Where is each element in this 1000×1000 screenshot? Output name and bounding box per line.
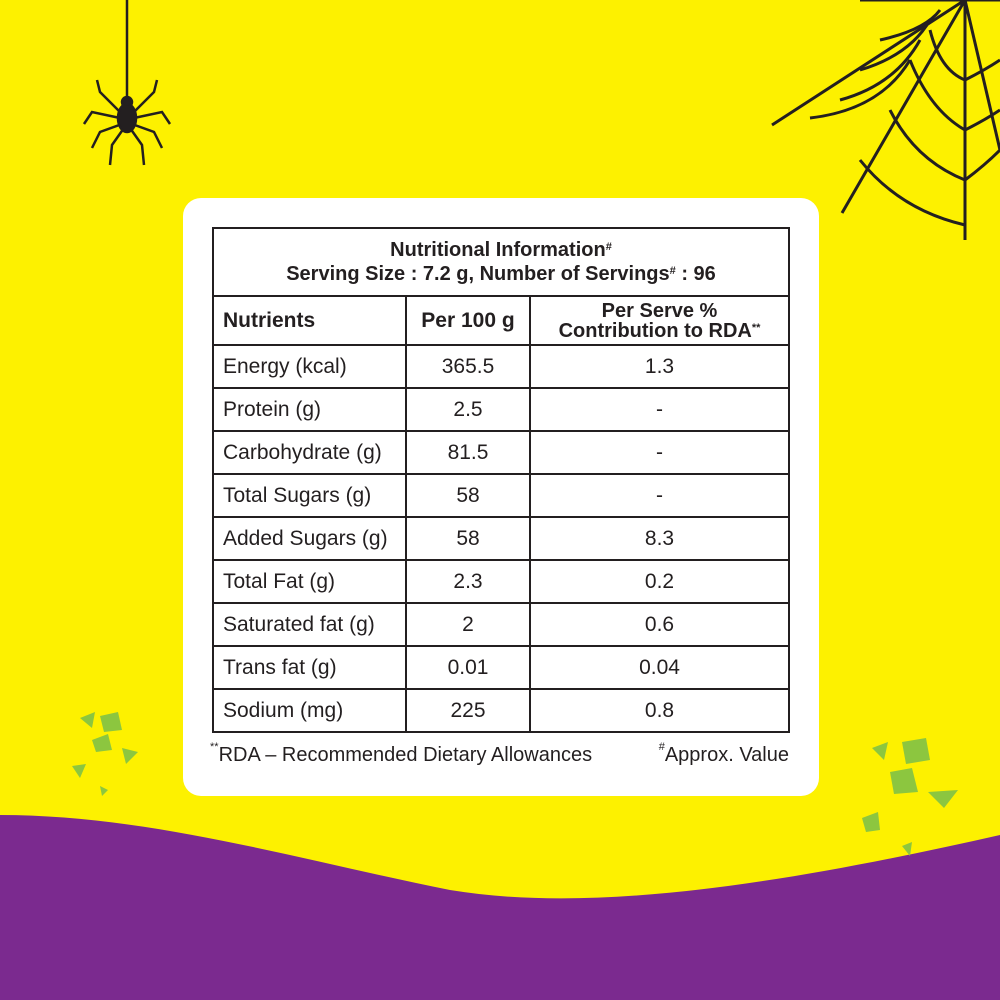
nutrient-cell: Added Sugars (g) [212, 516, 407, 561]
rda-cell: 0.6 [529, 602, 790, 647]
table-row: Sodium (mg) 225 0.8 [212, 688, 790, 733]
table-row: Total Sugars (g) 58- [212, 473, 790, 518]
nutrient-cell: Total Fat (g) [212, 559, 407, 604]
table-row: Total Fat (g) 2.3 0.2 [212, 559, 790, 604]
per100-cell: 365.5 [405, 344, 531, 389]
table-title: Nutritional Information# Serving Size : … [212, 227, 790, 297]
rda-cell: - [529, 430, 790, 475]
rda-cell: - [529, 473, 790, 518]
spider-icon [82, 0, 172, 166]
purple-wave [0, 815, 1000, 1000]
table-row: Added Sugars (g) 58 8.3 [212, 516, 790, 561]
nutrition-table: Nutritional Information# Serving Size : … [212, 227, 790, 733]
per100-cell: 81.5 [405, 430, 531, 475]
nutrient-cell: Carbohydrate (g) [212, 430, 407, 475]
spider-web-icon [771, 0, 1000, 240]
rda-cell: 1.3 [529, 344, 790, 389]
nutrient-cell: Protein (g) [212, 387, 407, 432]
table-row: Saturated fat (g) 2 0.6 [212, 602, 790, 647]
rda-cell: - [529, 387, 790, 432]
nutrient-cell: Energy (kcal) [212, 344, 407, 389]
table-row: Carbohydrate (g) 81.5- [212, 430, 790, 475]
footnote-approx: #Approx. Value [658, 741, 789, 766]
header-per100: Per 100 g [405, 295, 531, 346]
header-nutrients: Nutrients [212, 295, 407, 346]
table-row: Protein (g) 2.5- [212, 387, 790, 432]
table-row: Energy (kcal) 365.5 1.3 [212, 344, 790, 389]
table-row: Trans fat (g) 0.01 0.04 [212, 645, 790, 690]
per100-cell: 2 [405, 602, 531, 647]
nutrient-cell: Total Sugars (g) [212, 473, 407, 518]
rda-cell: 8.3 [529, 516, 790, 561]
header-row: Nutrients Per 100 g Per Serve % Contribut… [212, 295, 790, 346]
nutrient-cell: Saturated fat (g) [212, 602, 407, 647]
footnote-rda: **RDA – Recommended Dietary Allowances [210, 741, 593, 766]
nutrient-cell: Trans fat (g) [212, 645, 407, 690]
per100-cell: 58 [405, 516, 531, 561]
per100-cell: 2.3 [405, 559, 531, 604]
green-flakes-icon [72, 712, 958, 856]
rda-cell: 0.04 [529, 645, 790, 690]
header-rda: Per Serve % Contribution to RDA** [529, 295, 790, 346]
per100-cell: 58 [405, 473, 531, 518]
nutrient-cell: Sodium (mg) [212, 688, 407, 733]
per100-cell: 225 [405, 688, 531, 733]
rda-cell: 0.8 [529, 688, 790, 733]
per100-cell: 2.5 [405, 387, 531, 432]
rda-cell: 0.2 [529, 559, 790, 604]
per100-cell: 0.01 [405, 645, 531, 690]
